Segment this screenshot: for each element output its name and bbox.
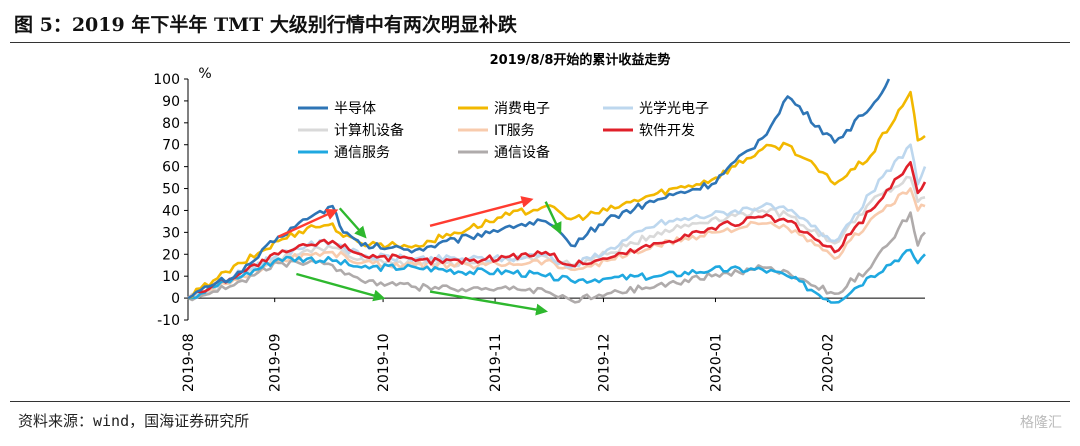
annotation-up-arrow [429, 196, 534, 227]
series-layer [187, 78, 927, 304]
x-tick-label: 2019-08 [181, 334, 197, 393]
y-tick-label: 10 [162, 269, 180, 285]
top-rule [10, 42, 1070, 43]
legend-label: 通信设备 [494, 144, 550, 161]
series-line-1 [187, 90, 926, 300]
x-tick-label: 2019-10 [376, 334, 392, 393]
series-line-6 [187, 248, 926, 304]
y-tick-label: 0 [171, 291, 180, 307]
y-tick-label: 60 [162, 160, 180, 176]
x-tick-label: 2019-09 [268, 334, 284, 393]
annotation-down-arrow [338, 207, 367, 239]
x-tick-label: 2019-12 [596, 334, 612, 393]
watermark: 格隆汇 [1020, 415, 1062, 431]
y-tick-label: 50 [162, 182, 180, 198]
annotation-up-arrow [277, 208, 339, 238]
x-tick-label: 2019-11 [488, 333, 504, 392]
y-tick-label: 30 [162, 225, 180, 241]
x-tick-label: 2020-01 [708, 334, 724, 393]
chart-title: 2019/8/8开始的累计收益走势 [490, 52, 671, 68]
annotation-down-arrow [544, 201, 562, 235]
y-tick-label: -10 [157, 313, 180, 329]
series-line-5 [187, 161, 927, 300]
annotation-layer [277, 196, 562, 316]
y-tick-label: 70 [162, 138, 180, 154]
x-tick-label: 2020-02 [820, 334, 836, 393]
legend-label: 消费电子 [494, 101, 550, 117]
y-axis-unit-label: % [198, 66, 211, 82]
y-tick-label: 90 [162, 94, 180, 110]
legend-label: 软件开发 [639, 123, 695, 139]
source-note: 资料来源：wind，国海证券研究所 [18, 412, 250, 430]
bottom-rule [10, 401, 1070, 402]
axes: -10 0 10 20 30 40 50 60 70 80 90 100 2019-08 2019-09 2… [153, 72, 925, 392]
line-chart: 2019/8/8开始的累计收益走势 % -10 0 10 20 30 40 50 60 70 80… [153, 52, 927, 392]
legend-label: 光学光电子 [639, 101, 709, 117]
series-line-0 [187, 78, 891, 300]
annotation-down-arrow [296, 272, 386, 302]
legend-label: 半导体 [334, 101, 376, 117]
legend-label: IT服务 [494, 123, 535, 139]
y-tick-label: 80 [162, 116, 180, 132]
y-tick-label: 40 [162, 203, 180, 219]
figure-title: 图 5：2019 年下半年 TMT 大级别行情中有两次明显补跌 [14, 14, 517, 36]
legend-label: 计算机设备 [334, 122, 404, 139]
y-tick-label: 100 [153, 72, 180, 88]
y-tick-label: 20 [162, 247, 180, 263]
series-line-4 [187, 187, 926, 300]
legend-label: 通信服务 [334, 145, 390, 161]
annotation-down-arrow [429, 290, 549, 316]
